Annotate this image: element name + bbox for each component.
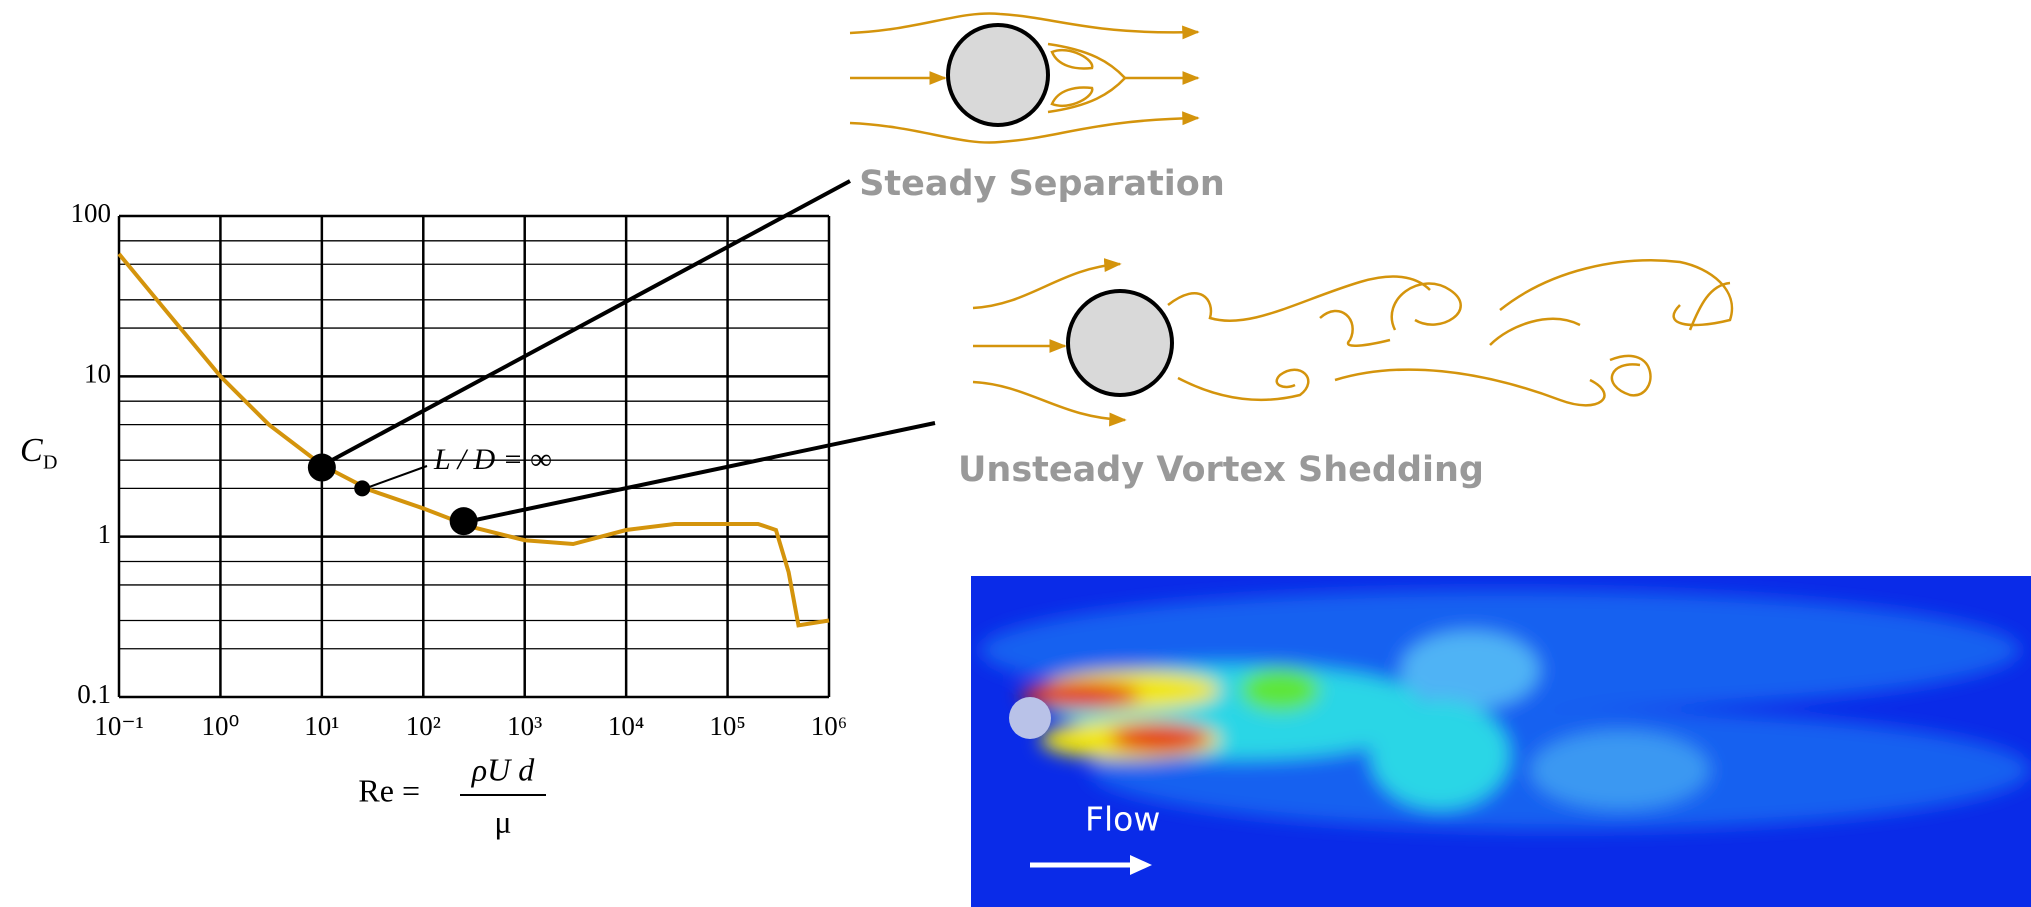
data-point [308,454,336,482]
steady-caption: Steady Separation [859,164,1225,204]
flow-label: Flow [1085,800,1160,839]
x-axis-label-denominator: μ [494,803,511,839]
x-axis-label-numerator: ρU d [471,751,535,787]
data-point [354,480,370,496]
y-tick-label: 1 [98,519,112,549]
x-tick-label: 10⁵ [709,711,745,741]
chart: C D Re = ρU d μ L / D = ∞ 0.1 1 10 100 10⁻¹ 1… [20,198,847,839]
unsteady-caption: Unsteady Vortex Shedding [958,450,1484,490]
steady-diagram: Steady Separation [850,13,1225,204]
x-tick-label: 10³ [507,711,542,741]
x-axis-label: Re = [358,772,420,808]
x-tick-label: 10⁶ [811,711,847,741]
y-tick-label: 10 [84,359,111,389]
y-tick-label: 0.1 [77,679,111,709]
x-tick-label: 10⁰ [202,711,240,741]
x-tick-label: 10¹ [304,711,339,741]
x-tick-label: 10⁴ [608,711,644,741]
y-tick-label: 100 [71,198,112,228]
connector [321,181,850,466]
y-axis-label-sub: D [43,452,57,474]
x-tick-label: 10² [406,711,441,741]
figure: Steady Separation Unsteady Vortex Sheddi… [0,0,2031,907]
unsteady-diagram: Unsteady Vortex Shedding [958,260,1732,490]
cfd-panel: Flow [971,576,2031,907]
data-point [450,507,478,535]
data-line [119,254,829,625]
annotation-leader [361,466,427,490]
x-tick-label: 10⁻¹ [94,711,143,741]
y-axis-label: C [20,432,43,469]
annotation: L / D = ∞ [433,443,552,476]
page: Steady Separation Unsteady Vortex Sheddi… [0,0,2031,907]
